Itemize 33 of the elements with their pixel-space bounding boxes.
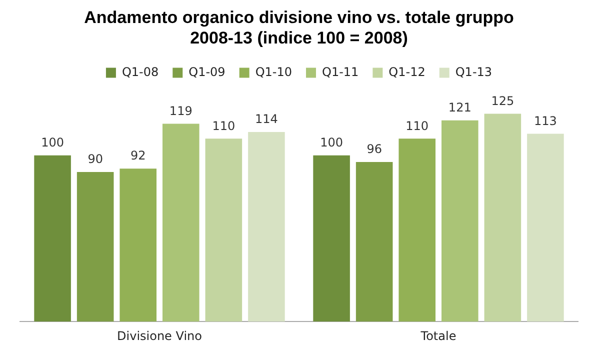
legend-label: Q1-13 — [455, 64, 492, 79]
bar — [313, 155, 350, 322]
data-label: 114 — [254, 112, 278, 126]
legend-label: Q1-08 — [122, 64, 159, 79]
bar — [120, 168, 157, 322]
bar — [205, 138, 242, 322]
bar — [76, 172, 114, 322]
data-label: 90 — [88, 152, 103, 166]
data-label: 110 — [406, 118, 429, 133]
data-label: 92 — [130, 148, 146, 163]
bar — [527, 134, 564, 322]
x-tick-label: Divisione Vino — [117, 328, 202, 343]
data-label: 110 — [212, 118, 236, 133]
bar — [484, 114, 522, 322]
legend-label: Q1-11 — [322, 64, 359, 79]
data-label: 100 — [41, 135, 64, 150]
bar — [441, 120, 478, 322]
data-label: 100 — [320, 135, 344, 150]
chart-title: Andamento organico divisione vino vs. totale gruppo 2008-13 (indice 100 = 2008) — [84, 8, 514, 48]
legend-label: Q1-09 — [188, 64, 226, 79]
legend-label: Q1-10 — [255, 64, 292, 79]
legend-label: Q1-12 — [388, 64, 426, 79]
bar — [398, 138, 436, 322]
data-label: 113 — [534, 114, 557, 128]
data-label: 125 — [491, 94, 514, 108]
data-label: 96 — [366, 142, 382, 156]
data-label: 119 — [169, 104, 192, 118]
bar — [162, 124, 200, 322]
data-label: 121 — [448, 100, 472, 115]
bar — [356, 162, 393, 322]
x-tick-label: Totale — [420, 328, 456, 343]
bar — [34, 155, 71, 322]
bar — [248, 132, 285, 322]
